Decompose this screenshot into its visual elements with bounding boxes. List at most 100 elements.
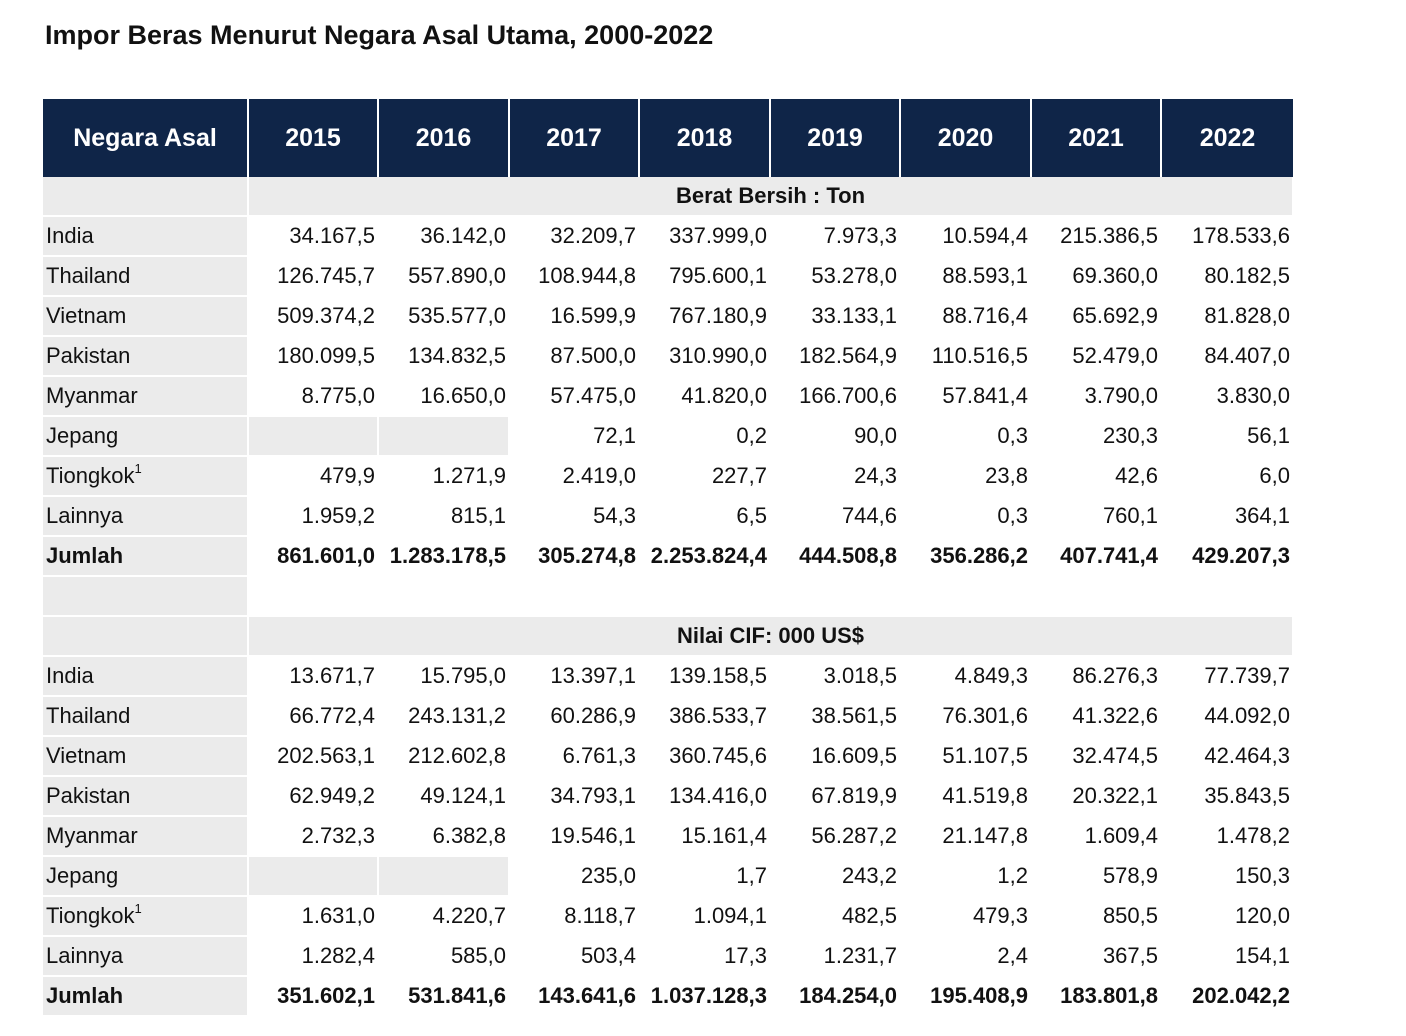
value-cell: 13.671,7: [248, 656, 379, 697]
value-cell: 41.820,0: [639, 376, 771, 417]
value-cell: 56,1: [1161, 416, 1294, 457]
value-cell: 87.500,0: [509, 336, 640, 377]
country-name: Vietnam: [46, 303, 127, 328]
country-cell: Jepang: [43, 856, 249, 897]
value-cell: 479,9: [248, 456, 379, 497]
table-row: Vietnam 509.374,2 535.577,0 16.599,9 767.180…: [43, 296, 1294, 337]
value-cell: 8.118,7: [509, 896, 640, 937]
table-row: Tiongkok1 1.631,0 4.220,7 8.118,7 1.094,1 482…: [43, 896, 1294, 937]
value-cell: 120,0: [1161, 896, 1294, 937]
value-cell: 227,7: [639, 456, 771, 497]
value-cell: 3.830,0: [1161, 376, 1294, 417]
country-cell: India: [43, 656, 249, 697]
value-cell: 337.999,0: [639, 216, 771, 257]
value-cell: 57.841,4: [900, 376, 1032, 417]
value-cell: 15.161,4: [639, 816, 771, 857]
value-cell: 24,3: [770, 456, 901, 497]
value-cell: [378, 416, 510, 457]
total-label: Jumlah: [43, 536, 249, 577]
header-year: 2016: [378, 99, 510, 177]
value-cell: 88.593,1: [900, 256, 1032, 297]
value-cell: 4.220,7: [378, 896, 510, 937]
value-cell: 360.745,6: [639, 736, 771, 777]
value-cell: 13.397,1: [509, 656, 640, 697]
value-cell: 535.577,0: [378, 296, 510, 337]
value-cell: 7.973,3: [770, 216, 901, 257]
value-cell: 1.231,7: [770, 936, 901, 977]
table-row: Lainnya 1.282,4 585,0 503,4 17,3 1.231,7 2,4 36…: [43, 936, 1294, 977]
value-cell: 16.609,5: [770, 736, 901, 777]
total-value-cell: 2.253.824,4: [639, 536, 771, 577]
header-country: Negara Asal: [43, 99, 249, 177]
value-cell: 19.546,1: [509, 816, 640, 857]
country-name: Thailand: [46, 703, 131, 728]
value-cell: 178.533,6: [1161, 216, 1294, 257]
value-cell: 3.018,5: [770, 656, 901, 697]
value-cell: 166.700,6: [770, 376, 901, 417]
value-cell: 1.959,2: [248, 496, 379, 537]
value-cell: 1,7: [639, 856, 771, 897]
value-cell: 557.890,0: [378, 256, 510, 297]
country-cell: India: [43, 216, 249, 257]
value-cell: 364,1: [1161, 496, 1294, 537]
value-cell: 32.209,7: [509, 216, 640, 257]
footnote-marker: 1: [134, 900, 142, 916]
value-cell: 51.107,5: [900, 736, 1032, 777]
value-cell: 850,5: [1031, 896, 1162, 937]
value-cell: 57.475,0: [509, 376, 640, 417]
value-cell: 108.944,8: [509, 256, 640, 297]
country-cell: Lainnya: [43, 496, 249, 537]
total-value-cell: 305.274,8: [509, 536, 640, 577]
table-row: Vietnam 202.563,1 212.602,8 6.761,3 360.745,…: [43, 736, 1294, 777]
value-cell: [378, 856, 510, 897]
page-title: Impor Beras Menurut Negara Asal Utama, 2…: [45, 20, 714, 50]
section-blank-cell: [43, 616, 249, 657]
country-cell: Tiongkok1: [43, 896, 249, 937]
total-value-cell: 351.602,1: [248, 976, 379, 1017]
value-cell: 795.600,1: [639, 256, 771, 297]
header-year: 2017: [509, 99, 640, 177]
header-year: 2015: [248, 99, 379, 177]
section-header-row: Nilai CIF: 000 US$: [43, 616, 1294, 657]
value-cell: 62.949,2: [248, 776, 379, 817]
value-cell: 126.745,7: [248, 256, 379, 297]
table-row: Jepang 72,1 0,2 90,0 0,3 230,3 56,1: [43, 416, 1294, 457]
country-cell: Tiongkok1: [43, 456, 249, 497]
value-cell: 6.761,3: [509, 736, 640, 777]
value-cell: 21.147,8: [900, 816, 1032, 857]
country-cell: Lainnya: [43, 936, 249, 977]
value-cell: 2.732,3: [248, 816, 379, 857]
value-cell: 56.287,2: [770, 816, 901, 857]
value-cell: 8.775,0: [248, 376, 379, 417]
country-name: Jepang: [46, 423, 119, 448]
value-cell: 1.478,2: [1161, 816, 1294, 857]
table-row: Pakistan 62.949,2 49.124,1 34.793,1 134.416,…: [43, 776, 1294, 817]
section-label: Nilai CIF: 000 US$: [248, 616, 1294, 657]
country-name: Pakistan: [46, 783, 131, 808]
value-cell: 69.360,0: [1031, 256, 1162, 297]
total-value-cell: 195.408,9: [900, 976, 1032, 1017]
value-cell: 230,3: [1031, 416, 1162, 457]
value-cell: 34.793,1: [509, 776, 640, 817]
value-cell: 67.819,9: [770, 776, 901, 817]
value-cell: 35.843,5: [1161, 776, 1294, 817]
value-cell: 235,0: [509, 856, 640, 897]
total-value-cell: 202.042,2: [1161, 976, 1294, 1017]
value-cell: 479,3: [900, 896, 1032, 937]
total-value-cell: 1.037.128,3: [639, 976, 771, 1017]
total-value-cell: 143.641,6: [509, 976, 640, 1017]
value-cell: 33.133,1: [770, 296, 901, 337]
value-cell: 1.282,4: [248, 936, 379, 977]
country-cell: Vietnam: [43, 296, 249, 337]
section-label: Berat Bersih : Ton: [248, 177, 1294, 217]
total-value-cell: 444.508,8: [770, 536, 901, 577]
table-row: Thailand 126.745,7 557.890,0 108.944,8 795.6…: [43, 256, 1294, 297]
value-cell: 65.692,9: [1031, 296, 1162, 337]
total-value-cell: 183.801,8: [1031, 976, 1162, 1017]
value-cell: 15.795,0: [378, 656, 510, 697]
header-year: 2021: [1031, 99, 1162, 177]
value-cell: [248, 416, 379, 457]
value-cell: 2,4: [900, 936, 1032, 977]
value-cell: 212.602,8: [378, 736, 510, 777]
value-cell: 202.563,1: [248, 736, 379, 777]
